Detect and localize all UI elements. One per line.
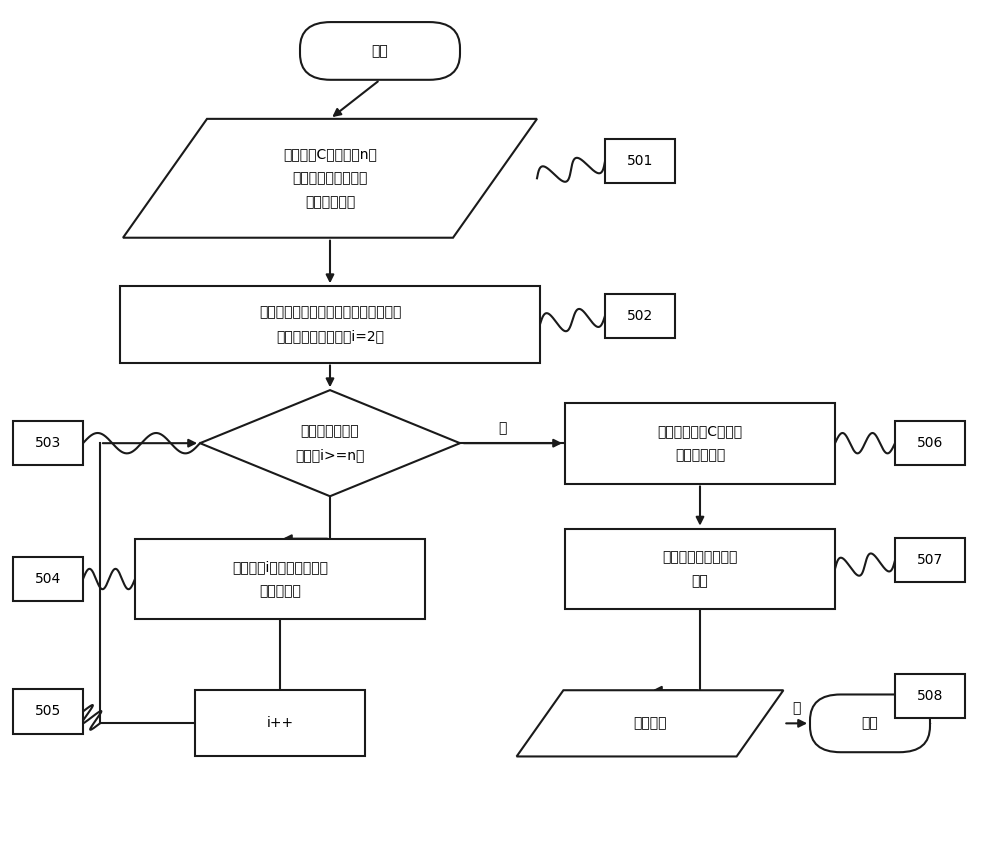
FancyBboxPatch shape [810,694,930,752]
Text: 504: 504 [35,572,61,586]
Text: 入的最大价值: 入的最大价值 [675,448,725,462]
Polygon shape [200,391,460,496]
Text: 给出存储空间C时可装: 给出存储空间C时可装 [657,424,743,438]
Text: 508: 508 [917,689,943,703]
Text: 令集: 令集 [692,574,708,588]
Text: 各命令使用频度，各: 各命令使用频度，各 [292,171,368,185]
FancyBboxPatch shape [300,22,460,80]
Text: 过？（i>=n）: 过？（i>=n） [295,448,365,462]
Text: 输出打印: 输出打印 [633,717,667,730]
Text: 503: 503 [35,436,61,450]
Bar [895,538,965,582]
Text: 初始化，给出加入第一条指令时不同空: 初始化，给出加入第一条指令时不同空 [259,306,401,319]
Bar [135,538,425,620]
Text: 命令占用空间: 命令占用空间 [305,195,355,209]
Bar [13,421,83,465]
Text: 502: 502 [627,309,653,323]
Bar [13,557,83,601]
Text: 结束: 结束 [862,717,878,730]
Polygon shape [517,690,783,756]
Text: 507: 507 [917,554,943,567]
Bar [605,294,675,338]
Text: 开始: 开始 [372,44,388,58]
Text: 所有命令都遍历: 所有命令都遍历 [301,424,359,438]
Bar [13,689,83,734]
Bar [195,690,365,756]
Text: 是: 是 [793,701,801,715]
Text: 505: 505 [35,705,61,718]
Bar [895,674,965,718]
Bar [565,403,835,484]
Text: 小最大价值: 小最大价值 [259,584,301,598]
Polygon shape [123,119,537,238]
Text: 找出对应该价值的命: 找出对应该价值的命 [662,550,738,564]
Bar [120,286,540,363]
Bar [565,528,835,610]
Bar [605,139,675,183]
Text: 是: 是 [498,421,507,435]
Text: 加入命令i，计算各空间大: 加入命令i，计算各空间大 [232,560,328,574]
Text: i++: i++ [266,717,294,730]
Text: 间大小的最大价值；i=2；: 间大小的最大价值；i=2； [276,329,384,343]
Text: 存储空间C，命令数n，: 存储空间C，命令数n， [283,148,377,161]
Bar [895,421,965,465]
Text: 506: 506 [917,436,943,450]
Text: 501: 501 [627,155,653,168]
